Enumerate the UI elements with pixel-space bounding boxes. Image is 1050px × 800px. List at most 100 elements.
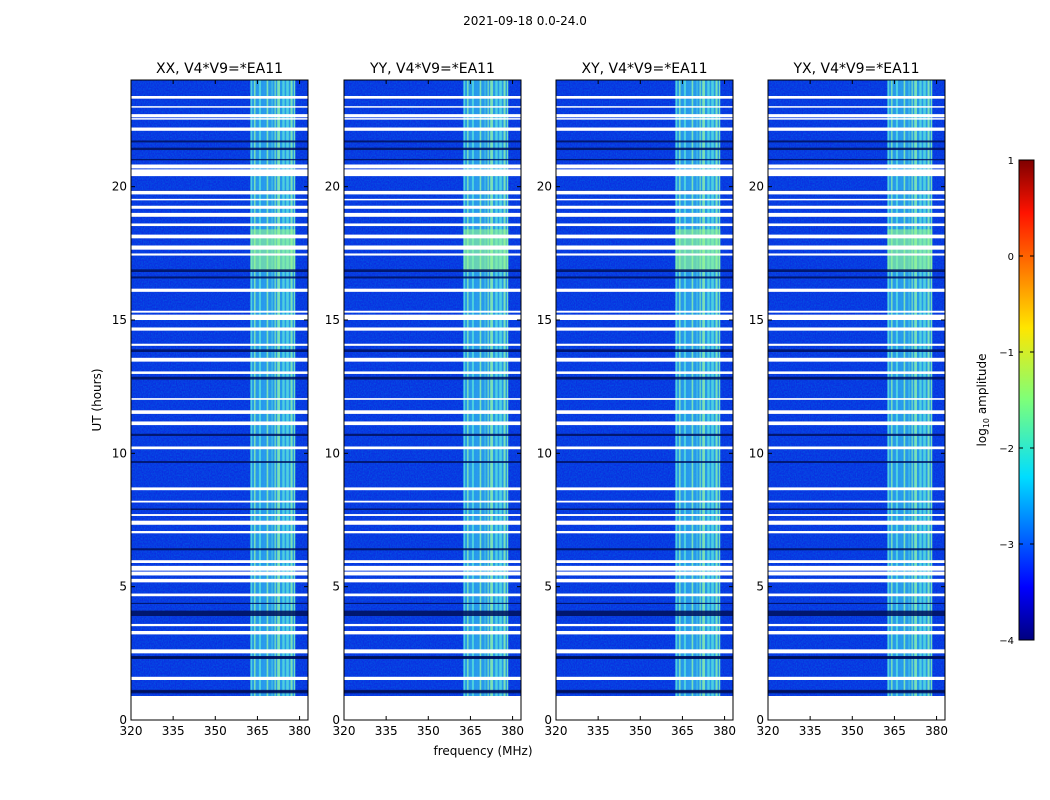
flagged-gap bbox=[556, 623, 733, 627]
panel-frame bbox=[343, 79, 522, 721]
flagged-gap bbox=[131, 565, 308, 571]
rfi-streak bbox=[490, 80, 493, 696]
flagged-gap bbox=[131, 212, 308, 217]
flagged-gap bbox=[768, 253, 945, 256]
figure-suptitle: 2021-09-18 0.0-24.0 bbox=[463, 14, 587, 28]
flagged-gap bbox=[768, 205, 945, 209]
flagged-gap bbox=[556, 410, 733, 414]
flagged-gap bbox=[344, 487, 521, 491]
dark-row bbox=[556, 376, 733, 380]
flagged-gap bbox=[556, 118, 733, 120]
x-tick-label: 365 bbox=[883, 724, 906, 738]
flagged-gap bbox=[131, 310, 308, 313]
flagged-gap bbox=[131, 190, 308, 195]
flagged-gap bbox=[344, 520, 521, 525]
flagged-gap bbox=[344, 410, 521, 414]
rfi-streak bbox=[266, 80, 269, 696]
dark-row bbox=[344, 158, 521, 161]
dark-row bbox=[556, 610, 733, 616]
rfi-streak bbox=[254, 80, 256, 696]
flagged-gap bbox=[768, 169, 945, 176]
rfi-streak bbox=[277, 80, 280, 696]
rfi-streak bbox=[274, 80, 276, 696]
x-tick-label: 350 bbox=[841, 724, 864, 738]
flagged-gap bbox=[556, 223, 733, 227]
flagged-gap bbox=[131, 357, 308, 362]
flagged-gap bbox=[768, 245, 945, 250]
rfi-streak bbox=[895, 80, 898, 696]
x-tick-label: 320 bbox=[120, 724, 143, 738]
flagged-gap bbox=[768, 560, 945, 563]
flagged-gap bbox=[131, 571, 308, 576]
flagged-gap bbox=[768, 649, 945, 654]
flagged-gap bbox=[556, 245, 733, 250]
flagged-gap bbox=[131, 223, 308, 227]
flagged-gap bbox=[768, 114, 945, 118]
flagged-gap bbox=[344, 630, 521, 635]
flagged-gap bbox=[344, 223, 521, 227]
flagged-gap bbox=[768, 520, 945, 525]
flagged-gap bbox=[344, 127, 521, 131]
colorbar-tick-label: −3 bbox=[999, 540, 1014, 551]
flagged-gap bbox=[131, 327, 308, 331]
flagged-gap bbox=[131, 314, 308, 320]
flagged-gap bbox=[344, 421, 521, 426]
dark-row bbox=[344, 656, 521, 659]
rfi-streak bbox=[931, 80, 933, 696]
rfi-streak bbox=[250, 80, 253, 696]
flagged-gap bbox=[344, 234, 521, 239]
dark-row bbox=[556, 691, 733, 694]
flagged-gap bbox=[556, 676, 733, 680]
rfi-streak bbox=[499, 80, 502, 696]
dark-row bbox=[768, 602, 945, 604]
dark-row bbox=[131, 691, 308, 694]
flagged-gap bbox=[131, 164, 308, 169]
flagged-gap bbox=[768, 190, 945, 195]
rfi-streak bbox=[463, 80, 466, 696]
colorbar-tick-label: 0 bbox=[1008, 252, 1014, 263]
panel-title: YY, V4*V9=*EA11 bbox=[369, 61, 495, 77]
rfi-streak bbox=[495, 80, 498, 696]
dark-row bbox=[131, 140, 308, 143]
rfi-streak bbox=[719, 80, 721, 696]
flagged-gap bbox=[344, 593, 521, 597]
flagged-gap bbox=[344, 531, 521, 534]
flagged-gap bbox=[344, 446, 521, 450]
rfi-streak bbox=[507, 80, 509, 696]
x-tick-label: 335 bbox=[587, 724, 610, 738]
flagged-gap bbox=[556, 593, 733, 597]
flagged-gap bbox=[768, 676, 945, 680]
flagged-gap bbox=[556, 578, 733, 583]
flagged-gap bbox=[556, 327, 733, 331]
rfi-streak bbox=[503, 80, 506, 696]
flagged-gap bbox=[131, 410, 308, 414]
y-tick-label: 15 bbox=[537, 313, 552, 327]
dark-row bbox=[131, 147, 308, 151]
dark-row bbox=[344, 691, 521, 694]
dark-row bbox=[344, 689, 521, 692]
dark-row bbox=[768, 140, 945, 143]
rfi-streak bbox=[679, 80, 681, 696]
dark-row bbox=[131, 276, 308, 279]
x-tick-label: 320 bbox=[757, 724, 780, 738]
flagged-gap bbox=[768, 310, 945, 313]
dark-row bbox=[768, 276, 945, 279]
no-data-region bbox=[556, 696, 733, 720]
x-tick-label: 335 bbox=[799, 724, 822, 738]
panel-title: XX, V4*V9=*EA11 bbox=[156, 61, 283, 77]
dark-row bbox=[344, 147, 521, 151]
flagged-gap bbox=[344, 560, 521, 563]
flagged-gap bbox=[768, 593, 945, 597]
panel-image bbox=[768, 80, 945, 720]
dark-row bbox=[344, 461, 521, 463]
flagged-gap bbox=[556, 630, 733, 635]
rfi-streak bbox=[476, 80, 478, 696]
dark-row bbox=[344, 610, 521, 616]
y-tick-label: 0 bbox=[544, 713, 552, 727]
flagged-gap bbox=[556, 398, 733, 400]
y-tick-label: 5 bbox=[544, 580, 552, 594]
flagged-gap bbox=[131, 593, 308, 597]
rfi-streak bbox=[699, 80, 701, 696]
flagged-gap bbox=[556, 106, 733, 108]
